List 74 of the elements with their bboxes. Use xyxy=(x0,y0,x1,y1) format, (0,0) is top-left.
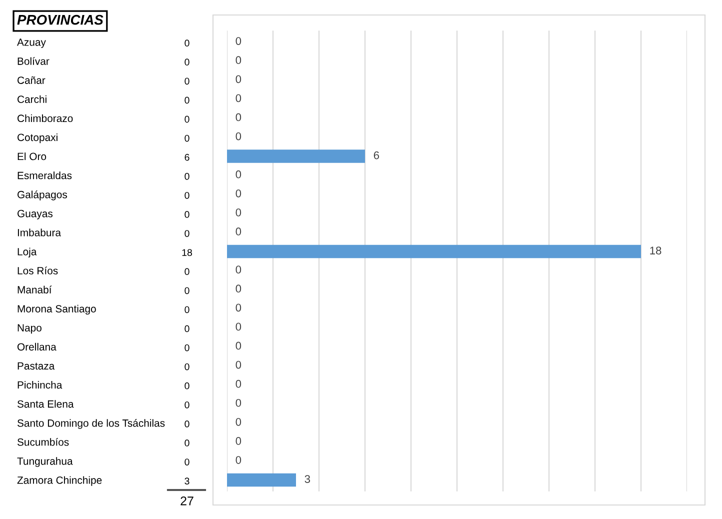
y-tick-label: Esmeraldas xyxy=(18,172,72,180)
text: 0 xyxy=(184,192,190,199)
text: 0 xyxy=(184,40,190,47)
y-tick-label: Carchi xyxy=(18,95,46,104)
y-tick-label: Pastaza xyxy=(18,362,55,370)
text: 0 xyxy=(184,401,190,408)
y-tick-label: Santa Elena xyxy=(17,400,74,408)
data-label: 0 xyxy=(236,342,242,350)
text: 6 xyxy=(184,154,190,161)
data-label: 3 xyxy=(304,475,310,483)
y-tick-label: Loja xyxy=(18,248,37,258)
y-tick-label: El Oro xyxy=(18,152,46,160)
text: 0 xyxy=(184,116,190,123)
y-tick-label: Chimborazo xyxy=(18,114,73,122)
text: 0 xyxy=(184,458,190,466)
text: 0 xyxy=(184,440,190,446)
text: 0 xyxy=(184,287,190,294)
text: 18 xyxy=(182,249,192,256)
data-label: 18 xyxy=(650,246,662,254)
data-label: 0 xyxy=(236,75,242,84)
text: 0 xyxy=(184,363,190,370)
y-tick-label: Tungurahua xyxy=(17,457,73,467)
y-tick-label: Santo Domingo de los Tsáchilas xyxy=(17,419,165,429)
y-tick-label: Orellana xyxy=(17,342,56,351)
data-label: 0 xyxy=(236,113,242,122)
data-label: 0 xyxy=(236,208,242,216)
data-label: 0 xyxy=(236,56,242,64)
y-tick-label: Zamora Chinchipe xyxy=(17,476,102,486)
text: 0 xyxy=(184,325,190,332)
y-tick-label: Los Ríos xyxy=(18,266,58,274)
y-tick-label: Azuay xyxy=(17,38,46,48)
y-tick-label: Cotopaxi xyxy=(18,133,58,144)
y-tick-label: Bolívar xyxy=(18,57,50,65)
data-label: 0 xyxy=(236,322,242,331)
y-tick-label: Manabí xyxy=(18,286,52,294)
data-label: 0 xyxy=(236,418,242,426)
data-label: 0 xyxy=(236,304,242,312)
text: 0 xyxy=(184,306,190,314)
data-label: 0 xyxy=(236,284,242,293)
y-tick-label: Imbabura xyxy=(18,228,62,236)
text: 0 xyxy=(184,344,190,352)
text: 0 xyxy=(184,78,190,85)
data-label: 0 xyxy=(236,266,242,274)
text: 0 xyxy=(184,96,190,104)
y-tick-label: Morona Santiago xyxy=(18,304,96,315)
text: 0 xyxy=(184,58,190,66)
text: PROVINCIAS xyxy=(17,14,104,25)
text: 3 xyxy=(184,478,190,485)
data-label: 0 xyxy=(236,132,242,140)
y-tick-label: Pichincha xyxy=(18,381,62,389)
text: 0 xyxy=(184,211,190,218)
y-tick-label: Sucumbíos xyxy=(17,438,69,446)
text: 0 xyxy=(184,420,190,428)
text: 0 xyxy=(184,230,190,237)
text: 0 xyxy=(184,268,190,276)
text: 0 xyxy=(184,382,190,390)
y-tick-label: Guayas xyxy=(18,210,53,220)
data-label: 0 xyxy=(236,437,242,445)
data-label: 0 xyxy=(236,360,242,369)
data-label: 0 xyxy=(236,456,242,464)
data-label: 6 xyxy=(374,151,380,160)
data-label: 0 xyxy=(236,398,242,407)
y-tick-label: Napo xyxy=(18,324,42,334)
data-label: 0 xyxy=(236,189,242,198)
y-tick-label: Cañar xyxy=(18,76,46,84)
y-tick-label: Galápagos xyxy=(18,190,68,200)
text: 0 xyxy=(184,134,190,142)
data-label: 0 xyxy=(236,94,242,102)
data-label: 0 xyxy=(236,37,242,45)
data-label: 0 xyxy=(236,228,242,236)
text: 27 xyxy=(180,496,194,506)
text: 0 xyxy=(184,172,190,180)
data-label: 0 xyxy=(236,380,242,388)
data-label: 0 xyxy=(236,170,242,178)
